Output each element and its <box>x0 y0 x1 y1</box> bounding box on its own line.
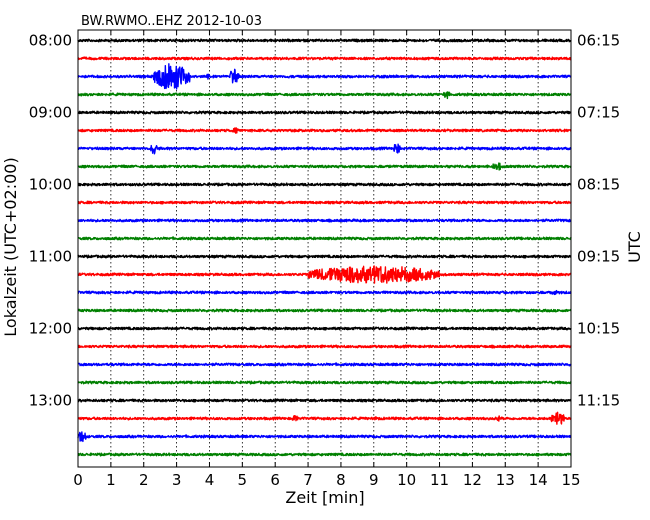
x-axis-label: Zeit [min] <box>285 488 364 507</box>
trace-1 <box>77 56 572 61</box>
left-time-label: 11:00 <box>29 248 72 266</box>
right-time-labels: 06:15 07:15 08:15 09:15 10:15 11:15 <box>566 32 620 410</box>
x-tick-label: 0 <box>73 471 83 489</box>
trace-4 <box>77 110 572 115</box>
trace-20 <box>77 398 572 403</box>
trace-10 <box>77 218 572 223</box>
y-axis-label-left: Lokalzeit (UTC+02:00) <box>1 157 20 336</box>
x-tick-label: 15 <box>561 471 580 489</box>
trace-18 <box>77 362 572 367</box>
x-tick-label: 8 <box>336 471 346 489</box>
left-time-label: 08:00 <box>29 32 72 50</box>
x-tick-label: 14 <box>529 471 548 489</box>
trace-19 <box>77 380 572 385</box>
trace-13 <box>77 265 572 284</box>
trace-11 <box>77 236 572 241</box>
left-time-label: 09:00 <box>29 104 72 122</box>
trace-16 <box>77 326 572 331</box>
right-time-label: 10:15 <box>577 320 620 338</box>
plot-border <box>77 29 572 468</box>
trace-21 <box>77 411 572 425</box>
x-tick-label: 6 <box>270 471 280 489</box>
traces <box>77 38 572 457</box>
trace-7 <box>77 162 572 171</box>
x-tick-label: 2 <box>139 471 149 489</box>
left-time-label: 12:00 <box>29 320 72 338</box>
x-tick-label: 10 <box>397 471 416 489</box>
x-tick-label: 13 <box>496 471 515 489</box>
right-time-label: 09:15 <box>577 248 620 266</box>
trace-2 <box>77 63 572 90</box>
x-ticks: 0 1 2 3 4 5 6 7 8 9 10 11 12 13 14 15 <box>73 30 581 489</box>
trace-12 <box>77 254 572 259</box>
trace-9 <box>77 200 572 205</box>
trace-22 <box>77 431 572 443</box>
trace-23 <box>77 452 572 457</box>
x-tick-label: 4 <box>205 471 215 489</box>
trace-0 <box>77 38 572 43</box>
right-time-label: 08:15 <box>577 176 620 194</box>
x-tick-label: 3 <box>172 471 182 489</box>
x-tick-label: 11 <box>430 471 449 489</box>
y-axis-label-right: UTC <box>625 231 644 263</box>
chart-title: BW.RWMO..EHZ 2012-10-03 <box>81 14 262 29</box>
trace-6 <box>77 143 572 155</box>
x-tick-label: 12 <box>463 471 482 489</box>
trace-5 <box>77 127 572 134</box>
trace-3 <box>77 91 572 100</box>
left-time-labels: 08:00 09:00 10:00 11:00 12:00 13:00 <box>29 32 83 410</box>
trace-15 <box>77 308 572 313</box>
right-time-label: 06:15 <box>577 32 620 50</box>
x-tick-label: 1 <box>106 471 116 489</box>
right-time-label: 11:15 <box>577 392 620 410</box>
left-time-label: 13:00 <box>29 392 72 410</box>
x-tick-label: 9 <box>369 471 379 489</box>
trace-14 <box>77 289 572 296</box>
x-grid <box>110 30 539 467</box>
x-tick-label: 7 <box>303 471 313 489</box>
left-time-label: 10:00 <box>29 176 72 194</box>
trace-8 <box>77 182 572 187</box>
trace-17 <box>77 344 572 349</box>
right-time-label: 07:15 <box>577 104 620 122</box>
x-tick-label: 5 <box>238 471 248 489</box>
